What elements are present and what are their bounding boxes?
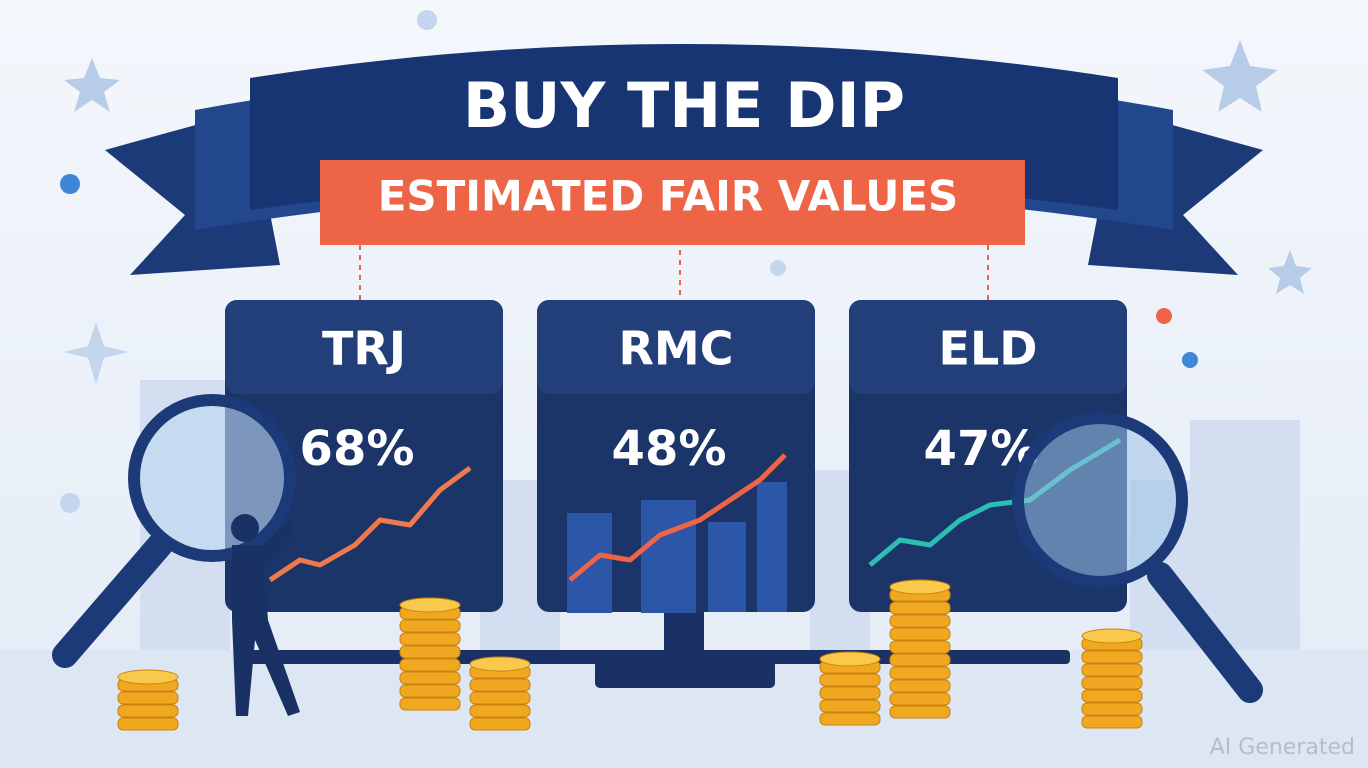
- magnifier-handle: [52, 532, 173, 668]
- coin: [889, 705, 951, 719]
- coin: [399, 632, 461, 646]
- dot: [770, 260, 786, 276]
- coin: [889, 679, 951, 693]
- subtitle: ESTIMATED FAIR VALUES: [378, 172, 959, 221]
- trend-line: [268, 465, 472, 583]
- coin: [399, 619, 461, 633]
- coin: [399, 671, 461, 685]
- coin: [819, 712, 881, 726]
- fair-value: 48%: [612, 421, 727, 477]
- coin: [889, 666, 951, 680]
- dot: [417, 10, 437, 30]
- coin-top: [819, 651, 881, 667]
- coin: [1081, 650, 1143, 664]
- coin: [1081, 689, 1143, 703]
- dot: [60, 174, 80, 194]
- person: [231, 514, 300, 716]
- coin-top: [399, 597, 461, 613]
- magnifier-handle: [1147, 562, 1263, 703]
- coin: [399, 645, 461, 659]
- magnifier-lens: [1012, 412, 1188, 588]
- coin-top: [889, 579, 951, 595]
- ticker: ELD: [939, 322, 1038, 376]
- coin: [889, 614, 951, 628]
- coin: [819, 699, 881, 713]
- coin: [889, 601, 951, 615]
- ticker: RMC: [619, 322, 734, 376]
- ticker: TRJ: [322, 322, 406, 376]
- coin: [819, 673, 881, 687]
- dot: [1182, 352, 1198, 368]
- chart-bar: [757, 482, 787, 612]
- coin-stack: [889, 579, 951, 719]
- chart-bar: [708, 522, 746, 612]
- star: [1268, 250, 1312, 294]
- card-header: [537, 300, 815, 394]
- coin: [117, 717, 179, 731]
- coin-stack: [399, 597, 461, 711]
- coin-top: [117, 669, 179, 685]
- coin-stack: [819, 651, 881, 726]
- card-header: [225, 300, 503, 394]
- card-header: [849, 300, 1127, 394]
- coin-top: [1081, 628, 1143, 644]
- dot: [60, 493, 80, 513]
- coin: [889, 627, 951, 641]
- card: TRJ 68%: [225, 300, 503, 612]
- chart-bar: [641, 500, 696, 613]
- person-head: [231, 514, 259, 542]
- coin: [889, 653, 951, 667]
- star: [64, 58, 120, 112]
- coin-stack: [469, 656, 531, 731]
- dot: [1156, 308, 1172, 324]
- coin: [1081, 702, 1143, 716]
- subtitle-bar: [320, 160, 1025, 245]
- coin: [1081, 676, 1143, 690]
- coin: [117, 691, 179, 705]
- coin: [117, 704, 179, 718]
- coin: [469, 717, 531, 731]
- coin: [889, 640, 951, 654]
- coin: [889, 692, 951, 706]
- trend-line: [568, 453, 787, 582]
- connectors: [359, 240, 989, 300]
- coin-stack: [117, 669, 179, 731]
- coin-top: [469, 656, 531, 672]
- coin-stack: [1081, 628, 1143, 729]
- magnifier-lens: [128, 394, 296, 562]
- card: RMC 48%: [537, 300, 815, 613]
- coin: [469, 704, 531, 718]
- star: [1202, 40, 1278, 112]
- building: [1190, 420, 1300, 650]
- stand: [664, 612, 704, 662]
- coin: [1081, 715, 1143, 729]
- person-body: [232, 545, 300, 716]
- coins: [117, 579, 1143, 731]
- coin: [399, 658, 461, 672]
- coin: [399, 697, 461, 711]
- magnifier: [1012, 412, 1263, 703]
- coin: [1081, 663, 1143, 677]
- watermark: AI Generated: [1210, 735, 1355, 760]
- stand-base: [595, 660, 775, 688]
- coin: [399, 684, 461, 698]
- coin: [469, 678, 531, 692]
- fair-value: 68%: [300, 421, 415, 477]
- coin: [469, 691, 531, 705]
- coin: [819, 686, 881, 700]
- star: [64, 322, 128, 384]
- title: BUY THE DIP: [463, 69, 905, 142]
- person-arm: [258, 520, 296, 565]
